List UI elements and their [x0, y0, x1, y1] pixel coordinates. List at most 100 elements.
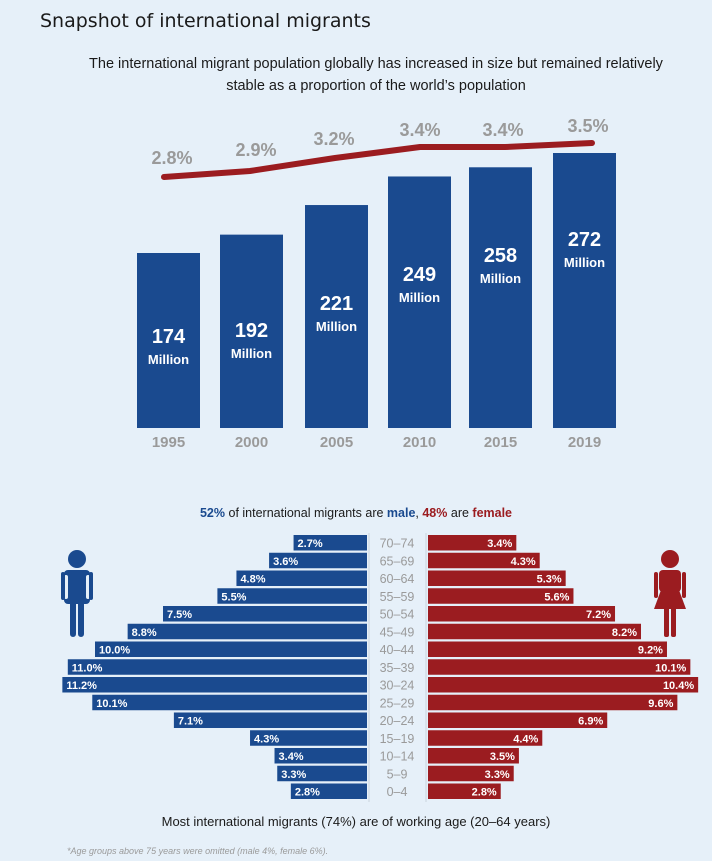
age-group-label: 45–49 — [380, 625, 415, 639]
bar-2010 — [388, 176, 451, 428]
bar-unit-label: Million — [564, 255, 605, 270]
male-icon-arm-left — [61, 572, 65, 600]
age-group-label: 0–4 — [387, 785, 408, 799]
age-group-label: 25–29 — [380, 696, 415, 710]
age-group-label: 30–24 — [380, 679, 415, 693]
x-tick-label: 1995 — [152, 434, 185, 451]
male-bar-40–44 — [95, 641, 367, 657]
female-icon-arm-right — [682, 572, 686, 598]
pyramid-caption: Most international migrants (74%) are of… — [161, 814, 551, 829]
female-icon-leg-left — [664, 607, 669, 637]
male-bar-label: 10.0% — [99, 645, 130, 657]
migrant-population-chart: 174 Million 1995 192 Million 2000 221 Million 20… — [137, 116, 616, 451]
female-bar-label: 9.6% — [648, 698, 673, 710]
male-bar-label: 4.8% — [240, 574, 265, 586]
bar-unit-label: Million — [399, 290, 440, 305]
bar-value-label: 192 — [235, 320, 268, 342]
male-bar-5–9 — [277, 765, 367, 782]
bar-value-label: 174 — [152, 326, 186, 348]
male-bar-10–14 — [274, 748, 367, 764]
x-tick-label: 2019 — [568, 434, 601, 451]
male-icon-leg-right — [78, 600, 84, 637]
bar-value-label: 272 — [568, 229, 601, 251]
x-tick-label: 2000 — [235, 434, 268, 451]
male-bar-label: 5.5% — [221, 591, 246, 603]
female-icon-arm-left — [654, 572, 658, 598]
female-icon-torso — [659, 570, 681, 592]
female-bar-label: 3.3% — [485, 769, 510, 781]
pyramid-title-text: of international migrants are — [225, 506, 387, 520]
female-bar-label: 4.4% — [513, 733, 538, 745]
male-bar-label: 2.7% — [298, 538, 323, 550]
male-bar-70–74 — [293, 535, 367, 551]
footnote: *Age groups above 75 years were omitted … — [67, 846, 329, 856]
female-bar-label: 10.1% — [655, 662, 686, 674]
female-bar-label: 3.5% — [490, 751, 515, 763]
male-bar-label: 3.6% — [273, 556, 298, 568]
male-person-icon — [61, 550, 93, 637]
bar-2005 — [305, 205, 368, 428]
age-group-label: 70–74 — [380, 537, 415, 551]
female-bar-20–24 — [428, 712, 608, 728]
age-group-label: 40–44 — [380, 643, 415, 657]
female-share: 48% — [422, 506, 448, 520]
female-bar-label: 10.4% — [663, 680, 694, 692]
female-bar-30–24 — [428, 677, 699, 693]
male-bar-55–59 — [217, 588, 367, 604]
share-label: 3.4% — [482, 120, 523, 140]
female-bar-label: 5.6% — [544, 591, 569, 603]
bar-2000 — [220, 234, 283, 428]
female-bar-55–59 — [428, 588, 574, 604]
female-person-icon — [654, 550, 686, 637]
share-label: 2.8% — [151, 148, 192, 168]
male-bar-50–54 — [163, 606, 367, 622]
male-bar-label: 11.0% — [72, 662, 103, 674]
male-icon-arm-right — [89, 572, 93, 600]
female-label: female — [472, 506, 513, 520]
female-bar-label: 4.3% — [511, 556, 536, 568]
share-label: 3.2% — [313, 129, 354, 149]
female-bar-label: 7.2% — [586, 609, 611, 621]
female-bar-35–39 — [428, 659, 691, 675]
male-icon-leg-left — [70, 600, 76, 637]
age-group-label: 55–59 — [380, 590, 415, 604]
female-bar-25–29 — [428, 694, 678, 711]
bar-value-label: 249 — [403, 264, 436, 286]
female-icon-skirt — [654, 590, 686, 609]
share-label: 2.9% — [235, 140, 276, 160]
age-group-label: 20–24 — [380, 714, 415, 728]
pyramid-title-text-2: are — [447, 506, 473, 520]
female-bar-65–69 — [428, 552, 540, 569]
male-bar-65–69 — [269, 552, 367, 569]
female-bar-label: 9.2% — [638, 645, 663, 657]
x-tick-label: 2005 — [320, 434, 353, 451]
age-group-label: 50–54 — [380, 608, 415, 622]
male-bar-20–24 — [173, 712, 367, 728]
male-bar-60–64 — [236, 570, 367, 586]
male-bar-label: 3.3% — [281, 769, 306, 781]
x-tick-label: 2010 — [403, 434, 436, 451]
age-group-label: 65–69 — [380, 554, 415, 568]
male-bar-label: 3.4% — [279, 751, 304, 763]
page-title: Snapshot of international migrants — [40, 10, 371, 32]
male-share: 52% — [199, 506, 226, 520]
x-tick-label: 2015 — [484, 434, 517, 451]
female-bar-15–19 — [428, 730, 543, 746]
age-group-label: 60–64 — [380, 572, 415, 586]
female-bar-label: 6.9% — [578, 716, 603, 728]
male-icon-torso — [64, 570, 90, 604]
bar-unit-label: Million — [480, 271, 521, 286]
female-icon-head — [661, 550, 679, 568]
male-icon-arm-gap-right — [86, 575, 90, 599]
age-group-label: 10–14 — [380, 750, 415, 764]
bar-unit-label: Million — [148, 352, 189, 367]
female-bar-label: 5.3% — [537, 574, 562, 586]
bar-value-label: 221 — [320, 293, 353, 315]
male-bar-35–39 — [67, 659, 368, 675]
male-bar-label: 8.8% — [132, 627, 157, 639]
male-bar-30–24 — [62, 677, 368, 693]
bar-2019 — [553, 153, 616, 428]
male-bar-label: 7.5% — [167, 609, 192, 621]
age-group-label: 5–9 — [387, 767, 408, 781]
bar-unit-label: Million — [316, 319, 357, 334]
